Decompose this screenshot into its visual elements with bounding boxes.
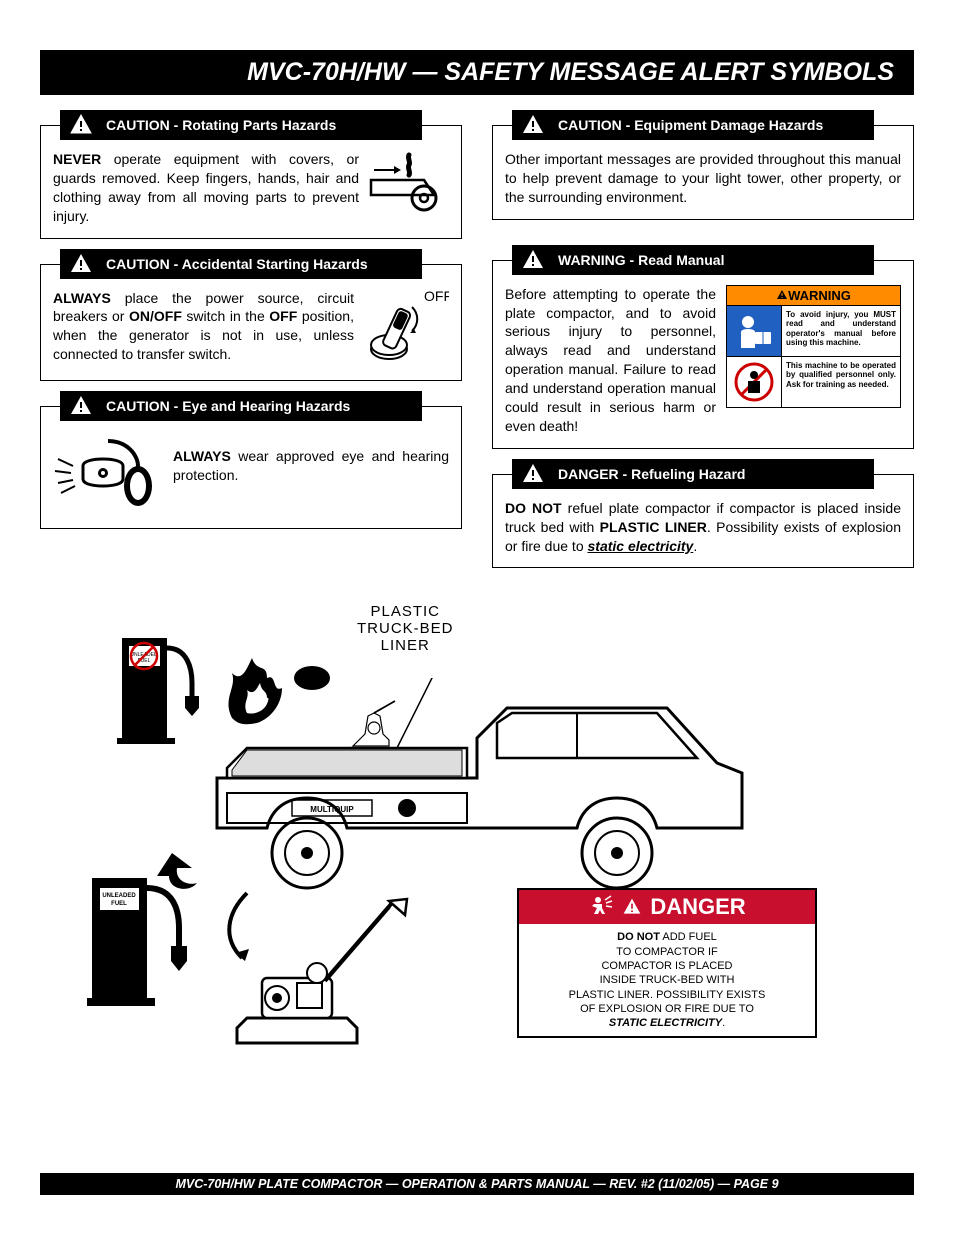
section-body: ALWAYS wear approved eye and hearing pro… bbox=[41, 421, 461, 528]
truck-icon: MULTIQUIP bbox=[197, 678, 757, 898]
off-switch-icon: OFF bbox=[364, 289, 449, 369]
danger-triangle-icon bbox=[622, 897, 642, 917]
left-column: CAUTION - Rotating Parts Hazards NEVER o… bbox=[40, 125, 462, 593]
content-columns: CAUTION - Rotating Parts Hazards NEVER o… bbox=[40, 125, 914, 593]
section-title: CAUTION - Accidental Starting Hazards bbox=[106, 256, 368, 272]
section-title: DANGER - Refueling Hazard bbox=[558, 466, 745, 482]
caution-icon bbox=[66, 249, 96, 279]
person-icon bbox=[588, 894, 614, 920]
warning-label-graphic: WARNING To avoid injury, you MUST read a… bbox=[726, 285, 901, 409]
section-body: Other important messages are provided th… bbox=[493, 140, 913, 219]
eye-hearing-icon bbox=[53, 431, 163, 516]
svg-text:UNLEADED: UNLEADED bbox=[102, 893, 136, 899]
no-untrained-picto bbox=[727, 357, 782, 407]
rotating-parts-icon bbox=[369, 150, 449, 225]
right-column: CAUTION - Equipment Damage Hazards Other… bbox=[492, 125, 914, 593]
body-text: Before attempting to operate the plate c… bbox=[505, 285, 716, 436]
section-body: DO NOT refuel plate compactor if compact… bbox=[493, 489, 913, 568]
section-title: WARNING - Read Manual bbox=[558, 252, 724, 268]
section-header: CAUTION - Rotating Parts Hazards bbox=[60, 110, 422, 140]
section-header: CAUTION - Accidental Starting Hazards bbox=[60, 249, 422, 279]
section-body: NEVER operate equipment with covers, or … bbox=[41, 140, 461, 238]
truck-refueling-illustration: PLASTIC TRUCK-BED LINER UNLEADED FUEL bbox=[97, 603, 857, 1063]
fuel-pump-correct-icon: UNLEADED FUEL bbox=[87, 853, 207, 1033]
section-title: CAUTION - Equipment Damage Hazards bbox=[558, 117, 823, 133]
fuel-pump-wrong-icon: UNLEADED FUEL bbox=[117, 628, 207, 768]
warning-icon bbox=[518, 245, 548, 275]
section-body: ALWAYS place the power source, circuit b… bbox=[41, 279, 461, 381]
warning-label-text-2: This machine to be operated by qualified… bbox=[782, 357, 900, 407]
svg-text:FUEL: FUEL bbox=[111, 901, 127, 907]
section-header: CAUTION - Equipment Damage Hazards bbox=[512, 110, 874, 140]
read-manual-picto bbox=[727, 306, 782, 356]
warning-label-text-1: To avoid injury, you MUST read and under… bbox=[782, 306, 900, 356]
section-rotating-parts: CAUTION - Rotating Parts Hazards NEVER o… bbox=[40, 125, 462, 239]
page-title: MVC-70H/HW — SAFETY MESSAGE ALERT SYMBOL… bbox=[247, 58, 894, 86]
warning-label-head: WARNING bbox=[727, 286, 900, 307]
danger-icon bbox=[518, 459, 548, 489]
off-text: OFF bbox=[424, 289, 449, 304]
caution-icon bbox=[66, 110, 96, 140]
section-header: WARNING - Read Manual bbox=[512, 245, 874, 275]
section-read-manual: WARNING - Read Manual Before attempting … bbox=[492, 260, 914, 449]
plate-compactor-icon bbox=[217, 883, 417, 1063]
truck-bed-label: PLASTIC TRUCK-BED LINER bbox=[357, 603, 454, 654]
danger-callout-body: DO NOT ADD FUEL TO COMPACTOR IF COMPACTO… bbox=[519, 924, 815, 1036]
body-text: ALWAYS wear approved eye and hearing pro… bbox=[173, 431, 449, 485]
section-body: Before attempting to operate the plate c… bbox=[493, 275, 913, 448]
page-title-bar: MVC-70H/HW — SAFETY MESSAGE ALERT SYMBOL… bbox=[40, 50, 914, 95]
section-equip-damage: CAUTION - Equipment Damage Hazards Other… bbox=[492, 125, 914, 220]
page-footer: MVC-70H/HW PLATE COMPACTOR — OPERATION &… bbox=[40, 1173, 914, 1195]
section-accidental-start: CAUTION - Accidental Starting Hazards AL… bbox=[40, 264, 462, 382]
section-title: CAUTION - Rotating Parts Hazards bbox=[106, 117, 336, 133]
body-text: ALWAYS place the power source, circuit b… bbox=[53, 289, 354, 365]
danger-callout-head: DANGER bbox=[519, 890, 815, 924]
section-eye-hearing: CAUTION - Eye and Hearing Hazards bbox=[40, 406, 462, 529]
caution-icon bbox=[518, 110, 548, 140]
section-header: CAUTION - Eye and Hearing Hazards bbox=[60, 391, 422, 421]
section-refueling: DANGER - Refueling Hazard DO NOT refuel … bbox=[492, 474, 914, 569]
caution-icon bbox=[66, 391, 96, 421]
section-title: CAUTION - Eye and Hearing Hazards bbox=[106, 398, 350, 414]
section-header: DANGER - Refueling Hazard bbox=[512, 459, 874, 489]
danger-callout-box: DANGER DO NOT ADD FUEL TO COMPACTOR IF C… bbox=[517, 888, 817, 1038]
svg-text:MULTIQUIP: MULTIQUIP bbox=[310, 805, 354, 814]
body-text: NEVER operate equipment with covers, or … bbox=[53, 150, 359, 226]
